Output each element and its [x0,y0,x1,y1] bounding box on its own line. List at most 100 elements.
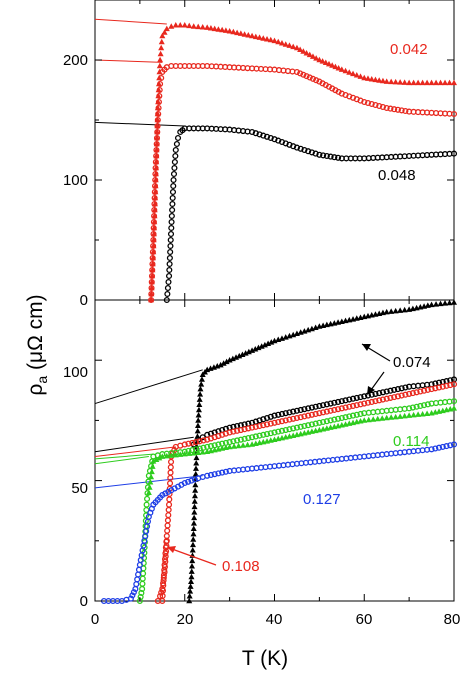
data-point-circle [169,188,177,196]
data-point-triangle [353,72,360,78]
data-point-circle [379,389,386,396]
data-point-circle [171,164,178,172]
data-point-circle [398,392,405,399]
data-point-triangle [322,59,329,66]
data-point-circle [151,182,159,190]
data-point-triangle [361,417,368,423]
data-point-triangle [195,411,202,418]
data-point-circle [154,116,161,124]
data-point-circle [391,394,398,401]
data-point-circle [349,412,357,419]
data-point-triangle [442,300,449,306]
data-point-circle [443,382,450,389]
data-point-circle [241,435,248,442]
data-point-circle [160,574,167,581]
data-point-triangle [388,414,395,420]
data-point-triangle [290,43,297,50]
data-point-circle [297,406,304,414]
data-point-circle [342,397,349,404]
data-point-triangle [226,28,233,34]
data-point-circle [421,402,428,409]
data-point-circle [297,145,304,152]
data-point-circle [267,413,274,420]
data-point-triangle [177,451,184,457]
data-point-triangle [303,49,310,56]
data-point-triangle [451,405,457,411]
data-point-circle [152,164,159,172]
data-point-circle [153,146,160,154]
data-point-circle [200,444,207,451]
data-point-triangle [329,62,336,68]
data-point-triangle [249,32,256,39]
data-point-triangle [309,53,316,59]
data-point-circle [383,395,390,402]
data-point-triangle [234,29,241,36]
data-point-triangle [150,458,157,464]
data-point-circle [181,441,188,448]
data-point-circle [256,417,263,424]
data-point-circle [169,200,176,208]
data-point-circle [357,410,364,418]
data-point-circle [432,445,439,452]
data-point-circle [148,278,155,286]
data-point-circle [316,419,323,426]
data-point-circle [169,194,176,202]
data-point-circle [308,411,315,418]
data-point-circle [290,415,297,422]
data-point-circle [245,425,252,432]
data-point-triangle [401,79,408,85]
data-point-circle [215,433,222,440]
data-point-circle [282,417,289,424]
data-point-triangle [239,351,246,357]
data-point-circle [435,384,443,391]
data-point-triangle [191,498,198,504]
data-point-circle [149,248,156,256]
data-point-circle [323,408,330,415]
data-point-circle [165,506,172,513]
data-point-circle [316,410,323,417]
data-point-triangle [207,25,214,31]
data-point-circle [152,176,159,184]
data-point-triangle [158,38,165,45]
data-point-circle [192,439,200,446]
data-point-triangle [223,358,230,365]
data-point-circle [166,496,173,503]
data-point-circle [263,421,271,428]
arrow-0108-head [167,546,176,553]
xtick-label: 0 [91,611,99,628]
data-point-triangle [145,489,152,495]
data-point-circle [275,411,282,418]
data-point-circle [349,402,357,410]
data-point-triangle [190,525,197,532]
data-point-circle [309,75,317,82]
data-point-triangle [189,546,196,553]
data-point-circle [320,418,327,426]
data-point-triangle [163,452,170,459]
data-point-triangle [217,361,224,368]
data-point-triangle [188,573,195,580]
data-point-triangle [316,56,323,63]
data-point-triangle [338,66,345,72]
data-point-circle [249,424,256,431]
data-point-circle [305,405,312,412]
data-point-triangle [424,410,431,416]
data-point-triangle [168,23,175,29]
data-point-circle [308,149,315,156]
xtick-label: 80 [444,611,461,628]
data-point-circle [167,469,174,476]
data-point-circle [159,491,166,499]
data-point-circle [297,70,304,77]
data-point-triangle [188,563,195,569]
data-point-triangle [383,78,390,84]
data-point-triangle [186,597,193,604]
data-point-circle [260,422,267,429]
data-point-circle [170,176,177,184]
data-point-triangle [231,443,238,449]
data-point-circle [282,426,289,434]
data-point-triangle [313,55,320,61]
data-point-circle [320,409,327,416]
fit-line [94,59,163,63]
data-point-circle [387,394,394,401]
data-point-circle [157,80,164,88]
data-point-triangle [278,40,285,46]
